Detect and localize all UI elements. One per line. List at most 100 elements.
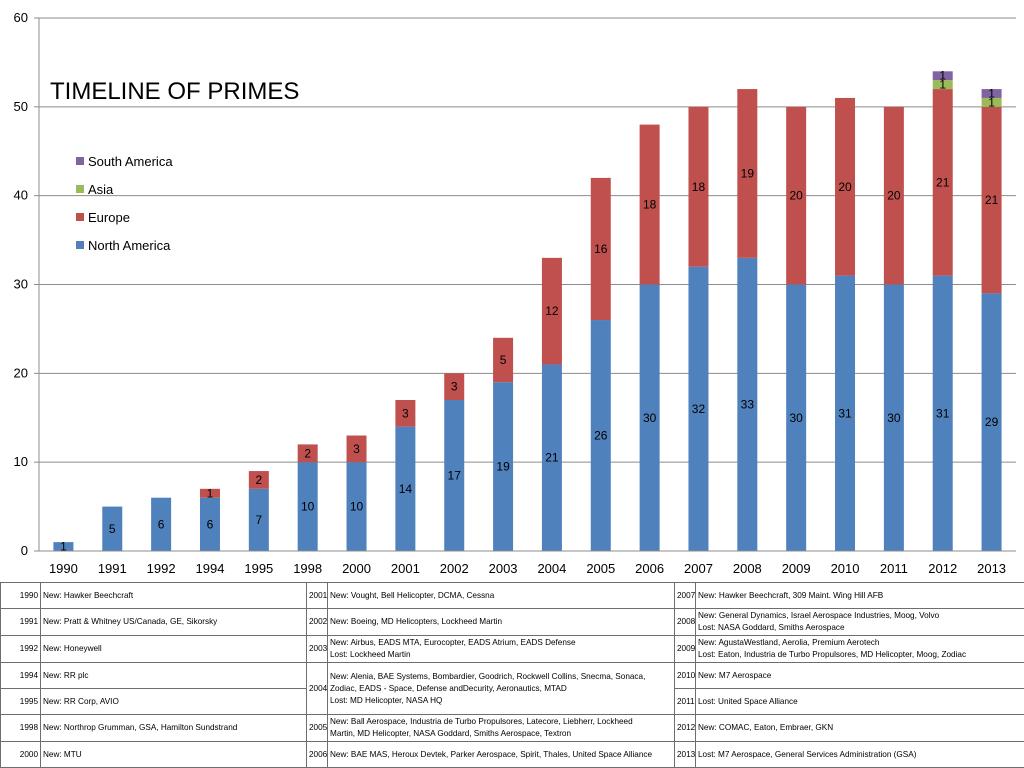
year-cell: 2012 — [674, 714, 696, 742]
events-table: 1990 New: Hawker Beechcraft 2001 New: Vough… — [0, 582, 1024, 768]
bar-europe — [688, 106, 709, 267]
y-tick-label: 20 — [14, 365, 28, 380]
data-label: 21 — [985, 193, 999, 207]
year-cell: 1992 — [0, 635, 41, 663]
data-label: 1 — [939, 69, 946, 83]
data-label: 3 — [402, 406, 409, 420]
year-cell: 2001 — [306, 582, 328, 609]
bar-north-america — [199, 497, 220, 551]
data-label: 33 — [741, 397, 755, 411]
year-cell: 2000 — [0, 741, 41, 768]
event-cell: New: Pratt & Whitney US/Canada, GE, Siko… — [40, 608, 307, 636]
year-cell: 2011 — [674, 688, 696, 715]
table-row: 1992 New: Honeywell 2003 New: Airbus, EADS … — [0, 635, 1024, 663]
legend-label: South America — [88, 153, 173, 169]
year-cell: 2009 — [674, 635, 696, 663]
bar-north-america — [590, 320, 611, 551]
data-label: 17 — [448, 468, 462, 482]
data-label: 5 — [109, 522, 116, 536]
event-cell: New: BAE MAS, Heroux Devtek, Parker Aero… — [327, 741, 675, 768]
y-tick-label: 0 — [21, 543, 28, 558]
bar-north-america — [346, 462, 367, 551]
data-label: 6 — [207, 517, 214, 531]
bar-europe — [835, 97, 856, 276]
table-row: 1990 New: Hawker Beechcraft 2001 New: Vough… — [0, 582, 1024, 609]
chart-legend: South America Asia Europe North America — [76, 147, 173, 259]
bar-north-america — [541, 364, 562, 551]
data-label: 16 — [594, 242, 608, 256]
table-row: 1995 New: RR Corp, AVIO 2011 Lost: United S… — [0, 688, 1024, 715]
bar-north-america — [151, 497, 172, 551]
bar-north-america — [639, 284, 660, 551]
year-cell: 1991 — [0, 608, 41, 636]
data-label: 7 — [255, 513, 262, 527]
bar-north-america — [493, 382, 514, 551]
event-cell: New: MTU — [40, 741, 307, 768]
data-label: 32 — [692, 402, 706, 416]
data-label: 14 — [399, 482, 413, 496]
data-label: 10 — [350, 500, 364, 514]
bar-south-america — [932, 71, 953, 81]
legend-label: Asia — [88, 181, 114, 197]
data-label: 19 — [496, 460, 510, 474]
year-cell: 2005 — [306, 714, 328, 742]
event-cell: New: Northrop Grumman, GSA, Hamilton Sun… — [40, 714, 307, 742]
year-cell: 2008 — [674, 608, 696, 636]
data-label: 19 — [741, 166, 755, 180]
legend-swatch — [76, 157, 84, 165]
year-cell: 1994 — [0, 662, 41, 689]
data-label: 10 — [301, 500, 315, 514]
bar-europe — [883, 106, 904, 285]
bar-north-america — [102, 506, 123, 551]
legend-label: Europe — [88, 209, 130, 225]
bar-north-america — [786, 284, 807, 551]
y-tick-label: 40 — [14, 188, 28, 203]
event-cell: New: Boeing, MD Helicopters, Lockheed Ma… — [327, 608, 675, 636]
legend-item: Europe — [76, 203, 173, 231]
data-label: 1 — [60, 540, 67, 554]
year-cell: 2007 — [674, 582, 696, 609]
data-label: 3 — [353, 442, 360, 456]
data-label: 2 — [255, 473, 262, 487]
table-row: 1991 New: Pratt & Whitney US/Canada, GE, … — [0, 608, 1024, 636]
event-cell: New: COMAC, Eaton, Embraer, GKN — [695, 714, 1024, 742]
bar-europe — [346, 435, 367, 463]
data-label: 31 — [936, 406, 950, 420]
data-label: 2 — [304, 446, 311, 460]
data-label: 21 — [936, 175, 950, 189]
event-cell: New: Airbus, EADS MTA, Eurocopter, EADS … — [327, 635, 675, 663]
x-tick-label: 1992 — [147, 561, 176, 576]
bar-europe — [297, 444, 318, 463]
event-cell: New: RR Corp, AVIO — [40, 688, 307, 715]
x-tick-label: 2013 — [977, 561, 1006, 576]
event-cell: New: General Dynamics, Israel Aerospace … — [695, 608, 1024, 636]
x-tick-label: 2004 — [537, 561, 566, 576]
data-label: 30 — [643, 411, 657, 425]
year-cell: 2002 — [306, 608, 328, 636]
bar-asia — [932, 80, 953, 90]
bar-north-america — [444, 399, 465, 551]
data-label: 20 — [887, 189, 901, 203]
y-tick-label: 50 — [14, 99, 28, 114]
data-label: 21 — [545, 451, 559, 465]
data-label: 30 — [887, 411, 901, 425]
data-label: 26 — [594, 429, 608, 443]
x-tick-label: 2008 — [733, 561, 762, 576]
bar-north-america — [53, 542, 74, 551]
x-tick-label: 2011 — [880, 561, 908, 576]
event-cell: New: M7 Aerospace — [695, 662, 1024, 689]
legend-swatch — [76, 241, 84, 249]
x-tick-label: 1994 — [196, 561, 225, 576]
event-cell: New: AgustaWestland, Aerolia, Premium Ae… — [695, 635, 1024, 663]
x-tick-label: 2006 — [635, 561, 664, 576]
event-cell: New: Alenia, BAE Systems, Bombardier, Go… — [327, 662, 675, 715]
bar-asia — [981, 97, 1002, 107]
y-tick-label: 30 — [14, 277, 28, 292]
chart-title: TIMELINE OF PRIMES — [50, 78, 300, 105]
bar-north-america — [297, 462, 318, 551]
data-label: 30 — [789, 411, 803, 425]
x-tick-label: 1990 — [49, 561, 78, 576]
bar-north-america — [932, 275, 953, 551]
legend-item: South America — [76, 147, 173, 175]
x-tick-label: 1998 — [293, 561, 322, 576]
